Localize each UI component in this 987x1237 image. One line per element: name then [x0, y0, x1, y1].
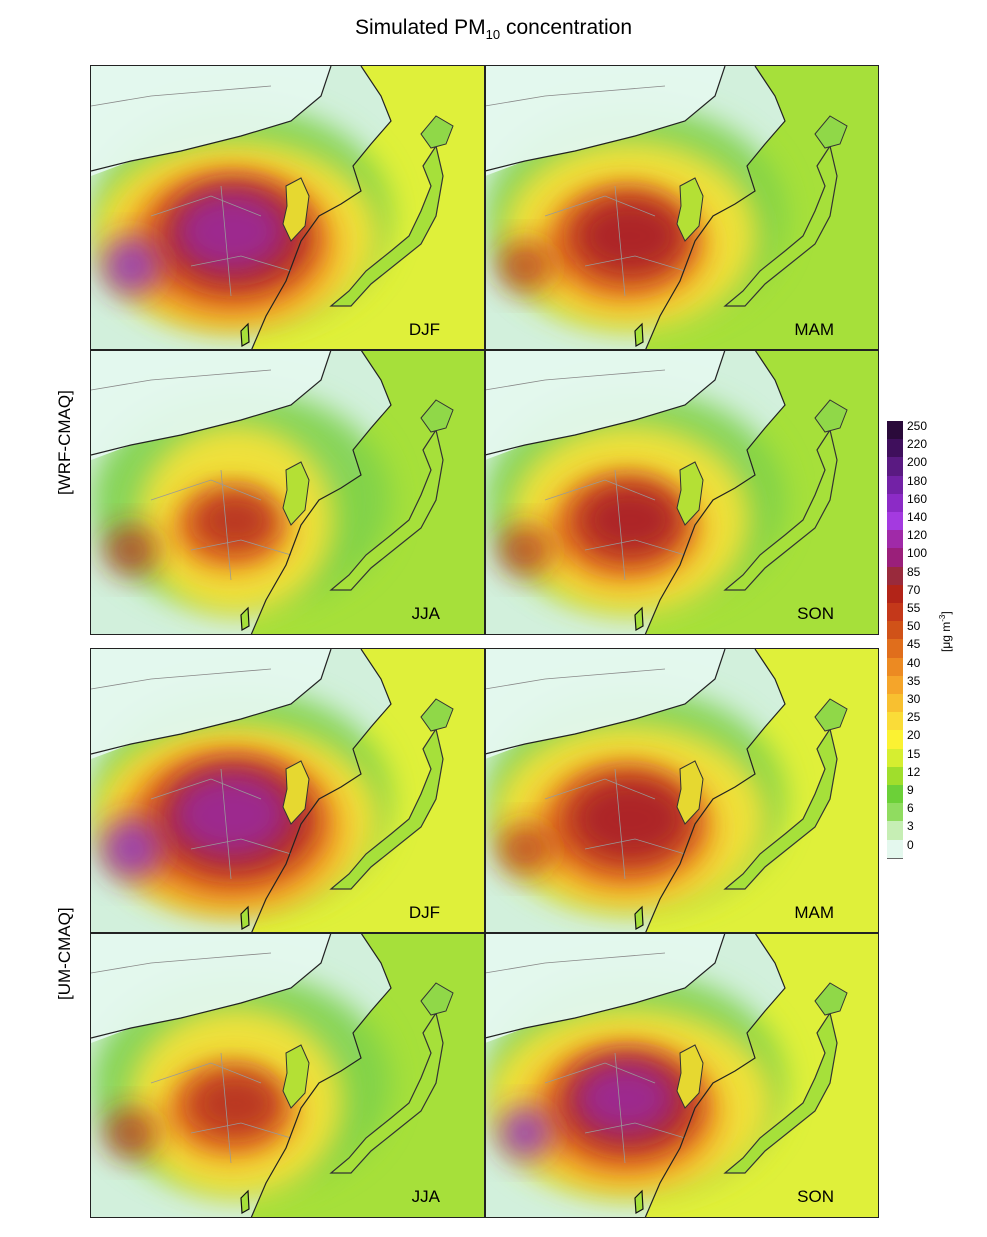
colorbar-tick-label: 12 [907, 764, 921, 779]
colorbar-tick-label: 6 [907, 801, 914, 816]
colorbar-swatch [887, 566, 903, 586]
colorbar-tick-label: 85 [907, 564, 921, 579]
season-label: SON [797, 604, 834, 623]
colorbar-tick-label: 9 [907, 783, 914, 797]
concentration-map [91, 933, 484, 1218]
colorbar-swatch [887, 730, 903, 750]
colorbar-swatch [887, 748, 903, 768]
colorbar-tick-label: 25 [907, 710, 921, 725]
colorbar-swatch [887, 694, 903, 714]
colorbar-tick-label: 0 [907, 837, 914, 852]
concentration-map [91, 350, 484, 635]
map-panel-um-cmaq-jja: JJA [91, 933, 484, 1218]
colorbar-swatch [887, 839, 903, 859]
colorbar-tick-label: 30 [907, 692, 921, 706]
season-label: SON [797, 1187, 834, 1206]
colorbar-swatch [887, 766, 903, 786]
row-label-um-cmaq: [UM-CMAQ] [55, 907, 74, 1000]
season-label: MAM [794, 320, 834, 339]
concentration-map [485, 350, 878, 635]
concentration-map [91, 649, 484, 934]
colorbar-tick-label: 45 [907, 637, 921, 652]
colorbar-swatch [887, 584, 903, 604]
colorbar-tick-label: 15 [907, 746, 921, 761]
colorbar-tick-label: 70 [907, 582, 921, 597]
colorbar-tick-label: 200 [907, 455, 928, 470]
colorbar-swatch [887, 530, 903, 550]
colorbar-swatch [887, 712, 903, 732]
colorbar-swatch [887, 548, 903, 568]
colorbar-tick-label: 250 [907, 419, 928, 433]
colorbar-tick-label: 100 [907, 546, 928, 561]
map-panel-um-cmaq-djf: DJF [91, 649, 484, 934]
colorbar-tick-label: 140 [907, 510, 928, 524]
map-panel-wrf-cmaq-son: SON [485, 350, 878, 635]
concentration-map [485, 649, 878, 934]
colorbar-swatch [887, 603, 903, 623]
season-label: MAM [794, 903, 834, 922]
colorbar-tick-label: 55 [907, 601, 921, 615]
colorbar-swatch [887, 657, 903, 677]
season-label: DJF [408, 903, 440, 922]
figure-title: Simulated PM10 concentration [354, 16, 633, 43]
colorbar-swatch [887, 493, 903, 513]
colorbar-swatch [887, 785, 903, 805]
season-label: JJA [411, 604, 440, 623]
colorbar-tick-label: 20 [907, 728, 921, 743]
colorbar-tick-label: 220 [907, 437, 928, 452]
row-label-wrf-cmaq: [WRF-CMAQ] [55, 390, 74, 495]
colorbar-tick-label: 160 [907, 491, 928, 506]
concentration-map [485, 933, 878, 1218]
colorbar-swatch [887, 821, 903, 841]
map-panel-wrf-cmaq-mam: MAM [485, 66, 878, 351]
colorbar-swatch [887, 639, 903, 659]
colorbar-tick-label: 50 [907, 619, 921, 634]
season-label: JJA [411, 1187, 440, 1206]
colorbar-swatch [887, 439, 903, 459]
colorbar-swatch [887, 512, 903, 532]
colorbar-swatch [887, 675, 903, 695]
colorbar-swatch [887, 457, 903, 477]
colorbar-swatch [887, 421, 903, 441]
colorbar-swatch [887, 475, 903, 495]
panel-divider [90, 349, 879, 351]
map-panel-wrf-cmaq-jja: JJA [91, 350, 484, 635]
colorbar-swatch [887, 621, 903, 641]
map-panel-wrf-cmaq-djf: DJF [91, 66, 484, 351]
colorbar-tick-label: 35 [907, 673, 921, 688]
map-panel-um-cmaq-son: SON [485, 933, 878, 1218]
colorbar-unit-label: [μg m-3] [938, 611, 953, 652]
panel-divider [90, 932, 879, 934]
colorbar-swatch [887, 803, 903, 823]
concentration-map [485, 66, 878, 351]
concentration-map [91, 66, 484, 351]
colorbar-tick-label: 40 [907, 655, 921, 670]
colorbar-tick-label: 3 [907, 819, 914, 834]
colorbar-tick-label: 120 [907, 528, 928, 543]
season-label: DJF [408, 320, 440, 339]
colorbar-tick-label: 180 [907, 473, 928, 488]
map-panel-um-cmaq-mam: MAM [485, 649, 878, 934]
colorbar-legend: 250 220 200 180 160 140 120 100 85 70 55 50 45 40 35 30… [887, 420, 987, 865]
